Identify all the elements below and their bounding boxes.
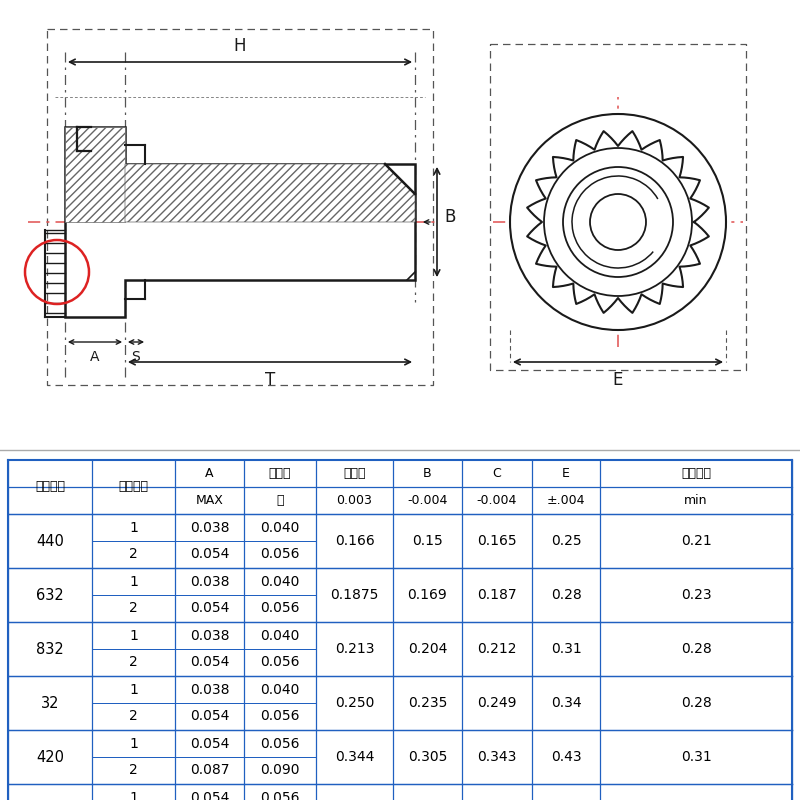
Text: 2: 2 bbox=[129, 602, 138, 615]
Text: 0.056: 0.056 bbox=[260, 547, 300, 562]
Text: 0.344: 0.344 bbox=[335, 750, 374, 764]
Text: 1: 1 bbox=[129, 574, 138, 589]
Text: 0.28: 0.28 bbox=[681, 696, 711, 710]
Text: 0.056: 0.056 bbox=[260, 655, 300, 670]
Text: E: E bbox=[613, 371, 623, 389]
Text: 规格代号: 规格代号 bbox=[118, 481, 149, 494]
Text: 0.34: 0.34 bbox=[550, 696, 582, 710]
Text: 0.056: 0.056 bbox=[260, 737, 300, 750]
Text: 0.054: 0.054 bbox=[190, 602, 229, 615]
Polygon shape bbox=[125, 164, 415, 222]
Text: 0.249: 0.249 bbox=[478, 696, 517, 710]
Text: 0.038: 0.038 bbox=[190, 682, 230, 697]
Text: 板孔径: 板孔径 bbox=[343, 467, 366, 480]
Text: 0.343: 0.343 bbox=[478, 750, 517, 764]
Text: 0.31: 0.31 bbox=[681, 750, 711, 764]
Text: 0.040: 0.040 bbox=[260, 574, 300, 589]
Text: 0.21: 0.21 bbox=[681, 534, 711, 548]
Text: 0.054: 0.054 bbox=[190, 655, 229, 670]
Text: 0.169: 0.169 bbox=[408, 588, 447, 602]
Text: 0.040: 0.040 bbox=[260, 629, 300, 642]
Text: 0.305: 0.305 bbox=[408, 750, 447, 764]
Text: 2: 2 bbox=[129, 710, 138, 723]
Text: 2: 2 bbox=[129, 655, 138, 670]
Text: 0.054: 0.054 bbox=[190, 790, 229, 800]
Text: B: B bbox=[423, 467, 432, 480]
Text: 0.23: 0.23 bbox=[681, 588, 711, 602]
Text: 0.1875: 0.1875 bbox=[330, 588, 378, 602]
Text: 0.166: 0.166 bbox=[334, 534, 374, 548]
Text: 0.056: 0.056 bbox=[260, 602, 300, 615]
Text: 0.038: 0.038 bbox=[190, 629, 230, 642]
Text: 0.087: 0.087 bbox=[190, 763, 230, 778]
Text: 0.25: 0.25 bbox=[550, 534, 582, 548]
Text: 0.003: 0.003 bbox=[337, 494, 373, 507]
Text: 0.31: 0.31 bbox=[550, 642, 582, 656]
Text: 1: 1 bbox=[129, 521, 138, 534]
Polygon shape bbox=[65, 127, 125, 222]
Text: 1: 1 bbox=[129, 682, 138, 697]
Polygon shape bbox=[65, 127, 415, 317]
Text: B: B bbox=[444, 208, 455, 226]
Text: 1: 1 bbox=[129, 737, 138, 750]
Text: 最小板: 最小板 bbox=[269, 467, 291, 480]
Text: 0.204: 0.204 bbox=[408, 642, 447, 656]
Text: 1: 1 bbox=[129, 790, 138, 800]
Text: H: H bbox=[234, 37, 246, 55]
Text: 0.212: 0.212 bbox=[478, 642, 517, 656]
Text: 32: 32 bbox=[41, 695, 59, 710]
Text: A: A bbox=[206, 467, 214, 480]
Text: min: min bbox=[684, 494, 708, 507]
Circle shape bbox=[510, 114, 726, 330]
Text: 0.28: 0.28 bbox=[550, 588, 582, 602]
Text: 440: 440 bbox=[36, 534, 64, 549]
Text: MAX: MAX bbox=[195, 494, 223, 507]
Text: 0.235: 0.235 bbox=[408, 696, 447, 710]
Text: 0.15: 0.15 bbox=[412, 534, 443, 548]
Text: ±.004: ±.004 bbox=[546, 494, 586, 507]
Text: 0.056: 0.056 bbox=[260, 790, 300, 800]
Text: 螺纹深度: 螺纹深度 bbox=[681, 467, 711, 480]
Text: 1: 1 bbox=[129, 629, 138, 642]
Text: 0.28: 0.28 bbox=[681, 642, 711, 656]
Text: 0.090: 0.090 bbox=[260, 763, 300, 778]
Text: 0.250: 0.250 bbox=[335, 696, 374, 710]
Text: 0.056: 0.056 bbox=[260, 710, 300, 723]
Text: 2: 2 bbox=[129, 763, 138, 778]
Text: 螺纹代号: 螺纹代号 bbox=[35, 481, 65, 494]
Text: 0.054: 0.054 bbox=[190, 737, 229, 750]
Text: -0.004: -0.004 bbox=[407, 494, 448, 507]
Text: 0.040: 0.040 bbox=[260, 521, 300, 534]
Text: 632: 632 bbox=[36, 587, 64, 602]
Text: 0.040: 0.040 bbox=[260, 682, 300, 697]
Text: 0.43: 0.43 bbox=[550, 750, 582, 764]
Text: C: C bbox=[493, 467, 502, 480]
Text: S: S bbox=[132, 350, 140, 364]
Text: 420: 420 bbox=[36, 750, 64, 765]
Text: 0.038: 0.038 bbox=[190, 521, 230, 534]
Text: 0.213: 0.213 bbox=[334, 642, 374, 656]
Text: E: E bbox=[562, 467, 570, 480]
Text: 832: 832 bbox=[36, 642, 64, 657]
Text: 0.054: 0.054 bbox=[190, 547, 229, 562]
Text: 0.165: 0.165 bbox=[477, 534, 517, 548]
Text: 2: 2 bbox=[129, 547, 138, 562]
Text: T: T bbox=[265, 371, 275, 389]
Text: 0.054: 0.054 bbox=[190, 710, 229, 723]
Text: A: A bbox=[90, 350, 100, 364]
Text: 0.038: 0.038 bbox=[190, 574, 230, 589]
Text: 厚: 厚 bbox=[276, 494, 284, 507]
Text: 0.187: 0.187 bbox=[477, 588, 517, 602]
Text: -0.004: -0.004 bbox=[477, 494, 517, 507]
